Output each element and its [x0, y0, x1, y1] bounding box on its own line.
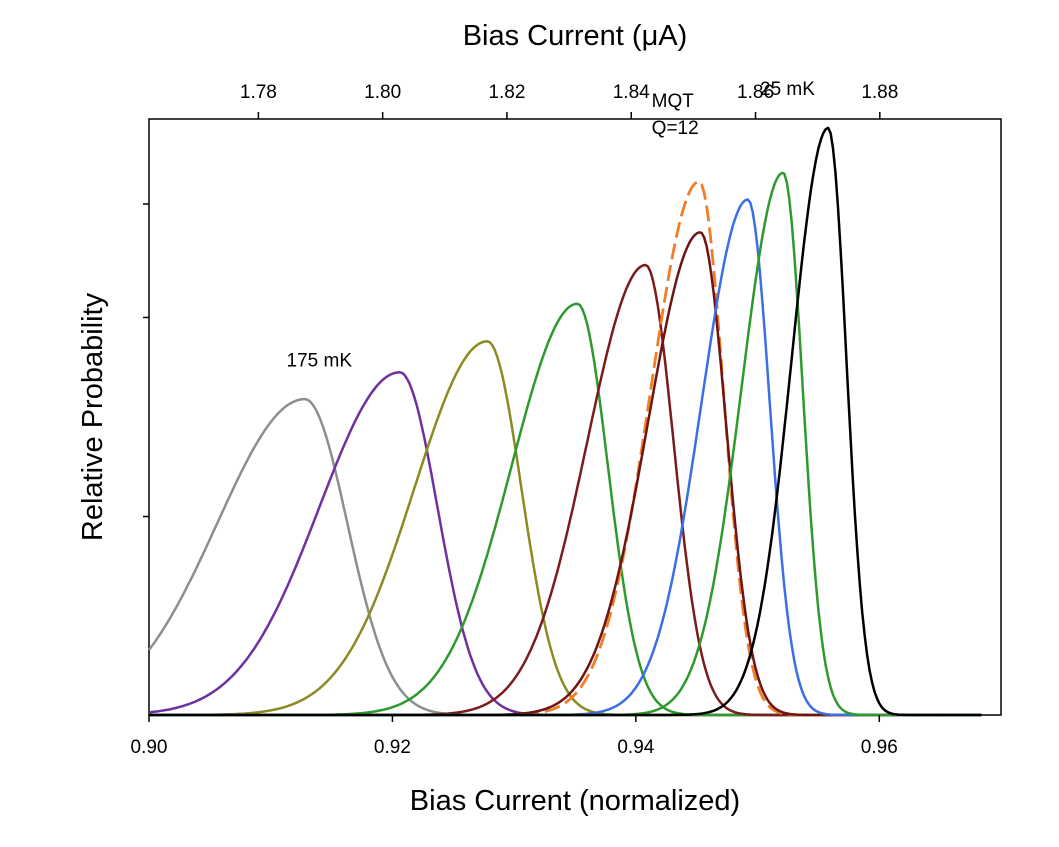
x-tick-label: 0.90 [131, 737, 168, 758]
x2-axis-title: Bias Current (μA) [463, 20, 688, 52]
curve-7 [149, 231, 982, 717]
x2-tick-label: 1.82 [488, 82, 525, 103]
curve-6 [149, 180, 982, 717]
x2-tick-label: 1.88 [861, 82, 898, 103]
plot-frame [148, 118, 1002, 716]
annotation-label: Q=12 [652, 118, 699, 139]
curve-9 [149, 171, 982, 717]
curve-8 [149, 198, 982, 717]
curve-5 [149, 263, 982, 717]
annotation-label: 25 mK [760, 79, 815, 100]
annotations-group: 175 mK MQT Q=12 25 mK [287, 79, 816, 371]
curve-10 [149, 126, 982, 717]
x2-tick-label: 1.78 [240, 82, 277, 103]
annotation-label: 175 mK [287, 350, 353, 371]
y-axis-title: Relative Probability [77, 292, 109, 541]
x2-tick-label: 1.86 [737, 82, 774, 103]
curves-group [147, 126, 982, 717]
x-tick-label: 0.92 [374, 737, 411, 758]
annotation-label: MQT [652, 91, 695, 112]
x-tick-label: 0.96 [861, 737, 898, 758]
ticks-group: 0.90 0.92 0.94 0.96 1.78 1.80 1.82 1.84 1.86 1.88 [131, 82, 899, 758]
x2-tick-label: 1.84 [613, 82, 650, 103]
x2-tick-label: 1.80 [364, 82, 401, 103]
x-tick-label: 0.94 [617, 737, 654, 758]
curve-4 [149, 302, 982, 717]
x-axis-title: Bias Current (normalized) [410, 785, 740, 817]
